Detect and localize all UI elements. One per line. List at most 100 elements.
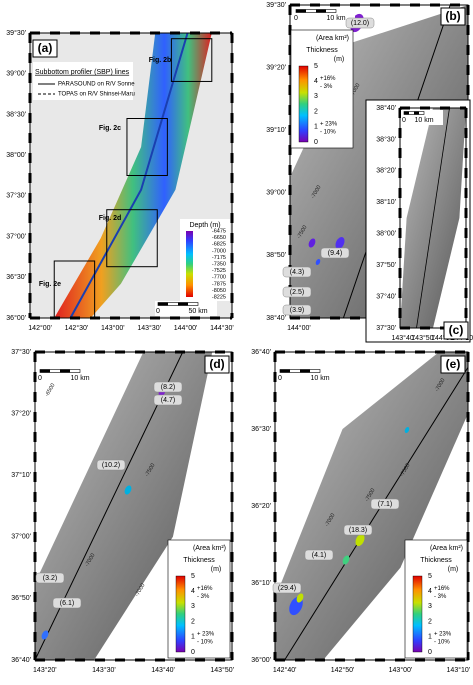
label: (3.2) <box>43 575 57 582</box>
label: 38°10' <box>376 198 396 206</box>
label: 37°30' <box>6 192 26 200</box>
label: - 10% <box>320 129 336 135</box>
label: 4 <box>191 588 195 595</box>
label: 38°00' <box>6 151 26 159</box>
label: -7350 <box>212 261 226 267</box>
label: 38°20' <box>376 167 396 175</box>
label: (6.1) <box>60 600 74 607</box>
label: Fig. 2b <box>149 57 172 64</box>
label: -7000 <box>212 248 226 254</box>
label: 36°20' <box>251 502 271 510</box>
label: 37°30' <box>376 324 396 332</box>
label: (c) <box>449 323 464 337</box>
label: (m) <box>448 566 459 573</box>
area-label-box <box>282 286 312 298</box>
label: 142°00' <box>28 324 52 332</box>
deposit <box>315 258 321 266</box>
label: 144°00' <box>431 334 455 342</box>
label: -7525 <box>212 268 226 274</box>
scale-bar-bg <box>37 368 99 383</box>
label: PARASOUND on R/V Sonne <box>58 82 135 88</box>
label: 143°30' <box>92 666 116 674</box>
label: - 10% <box>434 639 450 645</box>
label: + 23% <box>197 631 215 637</box>
scale-bar-outline <box>279 369 321 373</box>
label: 36°00' <box>251 656 271 664</box>
label: 143°20' <box>33 666 57 674</box>
scale-bar-outline <box>157 302 199 306</box>
label: -6825 <box>212 242 226 248</box>
label: 143°10' <box>447 666 471 674</box>
label: Thickness <box>420 557 452 564</box>
label: -6650 <box>212 235 226 241</box>
label: 10 km <box>70 375 89 382</box>
label: 37°20' <box>11 409 31 417</box>
label: 2 <box>191 618 195 625</box>
label: 5 <box>428 573 432 580</box>
deposit <box>124 485 132 495</box>
label: 50 km <box>188 308 207 315</box>
figure-extent <box>106 209 158 268</box>
label: Subbottom profiler (SBP) lines <box>35 69 130 76</box>
colorbar <box>298 65 309 143</box>
area-label-box <box>272 582 302 594</box>
label: 144°30' <box>210 324 234 332</box>
deposit <box>41 630 49 640</box>
label: 3 <box>314 93 318 100</box>
scale-bar-bg <box>277 368 339 383</box>
label: 142°30' <box>65 324 89 332</box>
label: (8.2) <box>161 384 175 391</box>
label: 36°30' <box>6 273 26 281</box>
label: (4.7) <box>161 397 175 404</box>
label: 143°50' <box>210 666 234 674</box>
label: 39°10' <box>266 126 286 134</box>
scale-bar-outline <box>295 9 337 13</box>
colorbar <box>412 575 423 653</box>
label: -6475 <box>212 228 226 234</box>
label: 142°40' <box>273 666 297 674</box>
scale-bar-bg <box>401 110 443 125</box>
area-label-box <box>282 304 312 316</box>
label: Thickness <box>183 557 215 564</box>
label: 36°30' <box>251 425 271 433</box>
label: +16% <box>197 586 213 592</box>
label: -7875 <box>212 281 226 287</box>
map-frame <box>274 351 469 661</box>
map-frame <box>34 351 233 661</box>
area-label-box <box>282 266 312 278</box>
label: Depth (m) <box>189 222 220 229</box>
scale-bar-bg <box>293 8 355 23</box>
label: 38°30' <box>376 135 396 143</box>
label: 0 <box>38 375 42 382</box>
trench-axis <box>69 32 189 319</box>
label: 1 <box>191 634 195 641</box>
panel-label-box <box>443 321 469 340</box>
label: 38°40' <box>376 104 396 112</box>
label: 36°50' <box>11 594 31 602</box>
label: (2.5) <box>290 289 304 296</box>
label: 0 <box>156 308 160 315</box>
label: -8225 <box>212 294 226 300</box>
area-label-box <box>96 459 126 471</box>
area-label-box <box>153 381 183 393</box>
label: 39°20' <box>266 63 286 71</box>
label: 10 km <box>310 375 329 382</box>
label: + 23% <box>320 121 338 127</box>
colorbar <box>186 231 193 297</box>
label: 142°50' <box>331 666 355 674</box>
label: 5 <box>314 63 318 70</box>
label: 2 <box>314 108 318 115</box>
label: 37°40' <box>376 292 396 300</box>
label: (e) <box>446 357 461 371</box>
label: 0 <box>191 649 195 656</box>
label: Fig. 2c <box>99 125 121 132</box>
panel-label-box <box>204 355 230 374</box>
deposit <box>342 555 350 565</box>
label: + 23% <box>434 631 452 637</box>
deposit <box>404 426 410 434</box>
label: (4.3) <box>290 269 304 276</box>
label: 5 <box>191 573 195 580</box>
label: (Area km²) <box>316 35 349 42</box>
scale-bar-outline <box>39 369 81 373</box>
label: 10 km <box>414 117 433 124</box>
